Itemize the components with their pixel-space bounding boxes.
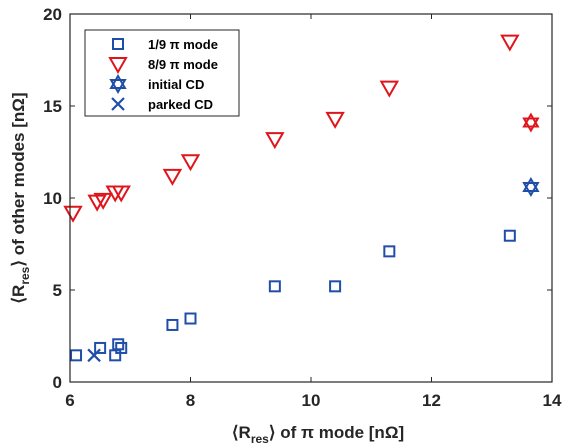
x-tick-label: 10: [302, 391, 321, 410]
series-2: [522, 176, 540, 197]
x-tick-label: 14: [543, 391, 562, 410]
data-point: [329, 280, 342, 293]
x-tick-label: 6: [65, 391, 74, 410]
data-point: [379, 80, 400, 98]
y-axis-label-lead: ⟨R: [9, 285, 28, 304]
legend-marker: [112, 38, 124, 50]
series-1: [63, 34, 520, 223]
data-point: [180, 154, 201, 172]
legend: 1/9 π mode 8/9 π mode initial CD parked CD: [84, 29, 240, 117]
y-tick-label: 20: [43, 5, 62, 24]
data-point: [109, 349, 122, 362]
data-point: [162, 168, 183, 186]
legend-entry-label: parked CD: [148, 97, 213, 112]
legend-box: [84, 29, 240, 117]
y-tick-label: 15: [43, 97, 62, 116]
x-axis-label-sub: res: [251, 432, 269, 446]
y-tick-label: 10: [43, 189, 62, 208]
series-4: [522, 112, 540, 133]
data-point: [522, 112, 540, 133]
y-axis-label-rest: ⟩ of other modes [nΩ]: [9, 92, 28, 266]
data-point: [522, 176, 540, 197]
y-tick-label: 5: [53, 281, 62, 300]
tick-labels: 6 8 10 12 14 0 5 10 15 20: [43, 5, 562, 410]
y-axis-label: ⟨Rres⟩ of other modes [nΩ]: [9, 92, 32, 303]
data-point: [383, 245, 396, 258]
legend-marker: [111, 97, 125, 111]
data-point: [94, 341, 107, 354]
x-axis-label-rest: ⟩ of π mode [nΩ]: [269, 423, 404, 442]
plot-frame: [69, 13, 553, 383]
data-point: [184, 312, 197, 325]
data-marks: [63, 34, 540, 363]
legend-entry-label: initial CD: [148, 77, 204, 92]
data-point: [268, 280, 281, 293]
data-point: [166, 318, 179, 331]
legend-entry-label: 8/9 π mode: [148, 57, 218, 72]
y-tick-label: 0: [53, 373, 62, 392]
x-axis-label: ⟨Rres⟩ of π mode [nΩ]: [232, 423, 404, 446]
data-point: [112, 338, 125, 351]
data-point: [325, 111, 345, 129]
data-point: [500, 34, 520, 52]
legend-entry-label: 1/9 π mode: [148, 37, 218, 52]
data-point: [265, 132, 285, 150]
series-3: [87, 348, 101, 363]
legend-marker: [109, 74, 127, 94]
x-axis-label-lead: ⟨R: [232, 423, 251, 442]
data-point: [115, 341, 128, 354]
data-point: [87, 348, 101, 363]
y-axis-label-sub: res: [18, 266, 32, 284]
data-point: [70, 349, 83, 362]
x-tick-label: 12: [422, 391, 441, 410]
data-point: [93, 192, 113, 210]
series-0: [70, 229, 516, 362]
x-tick-label: 8: [186, 391, 195, 410]
data-point: [503, 229, 516, 242]
data-point: [63, 205, 83, 223]
legend-marker: [108, 57, 128, 75]
data-point: [111, 185, 131, 203]
